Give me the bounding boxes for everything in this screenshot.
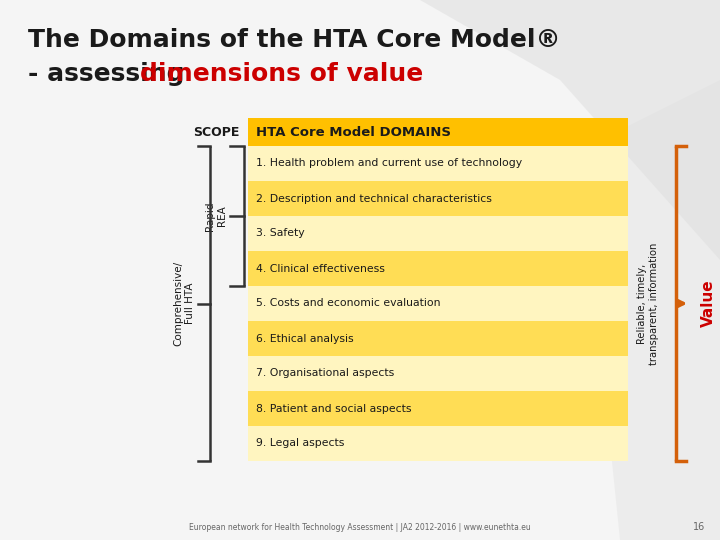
FancyBboxPatch shape <box>248 426 628 461</box>
Text: Reliable, timely,
transparent, information: Reliable, timely, transparent, informati… <box>637 242 659 364</box>
FancyBboxPatch shape <box>248 216 628 251</box>
Text: 16: 16 <box>693 522 705 532</box>
FancyBboxPatch shape <box>248 286 628 321</box>
Text: Rapid
REA: Rapid REA <box>205 201 227 231</box>
Polygon shape <box>580 80 720 540</box>
Text: 6. Ethical analysis: 6. Ethical analysis <box>256 334 354 343</box>
Text: 7. Organisational aspects: 7. Organisational aspects <box>256 368 395 379</box>
Text: Comprehensive/
Full HTA: Comprehensive/ Full HTA <box>174 261 195 346</box>
FancyBboxPatch shape <box>248 356 628 391</box>
FancyBboxPatch shape <box>248 146 628 181</box>
Text: 4. Clinical effectiveness: 4. Clinical effectiveness <box>256 264 385 273</box>
Text: 2. Description and technical characteristics: 2. Description and technical characteris… <box>256 193 492 204</box>
Text: 9. Legal aspects: 9. Legal aspects <box>256 438 344 449</box>
Text: 5. Costs and economic evaluation: 5. Costs and economic evaluation <box>256 299 441 308</box>
Text: 8. Patient and social aspects: 8. Patient and social aspects <box>256 403 412 414</box>
Polygon shape <box>420 0 720 260</box>
Text: The Domains of the HTA Core Model®: The Domains of the HTA Core Model® <box>28 28 561 52</box>
Text: SCOPE: SCOPE <box>194 125 240 138</box>
FancyBboxPatch shape <box>248 118 628 146</box>
Text: Value: Value <box>701 280 716 327</box>
Text: - assessing: - assessing <box>28 62 193 86</box>
Text: European network for Health Technology Assessment | JA2 2012-2016 | www.eunethta: European network for Health Technology A… <box>189 523 531 532</box>
FancyBboxPatch shape <box>248 391 628 426</box>
Text: 3. Safety: 3. Safety <box>256 228 305 239</box>
FancyBboxPatch shape <box>248 321 628 356</box>
FancyBboxPatch shape <box>248 251 628 286</box>
Text: dimensions of value: dimensions of value <box>140 62 423 86</box>
Text: 1. Health problem and current use of technology: 1. Health problem and current use of tec… <box>256 159 522 168</box>
Text: HTA Core Model DOMAINS: HTA Core Model DOMAINS <box>256 125 451 138</box>
FancyBboxPatch shape <box>248 181 628 216</box>
